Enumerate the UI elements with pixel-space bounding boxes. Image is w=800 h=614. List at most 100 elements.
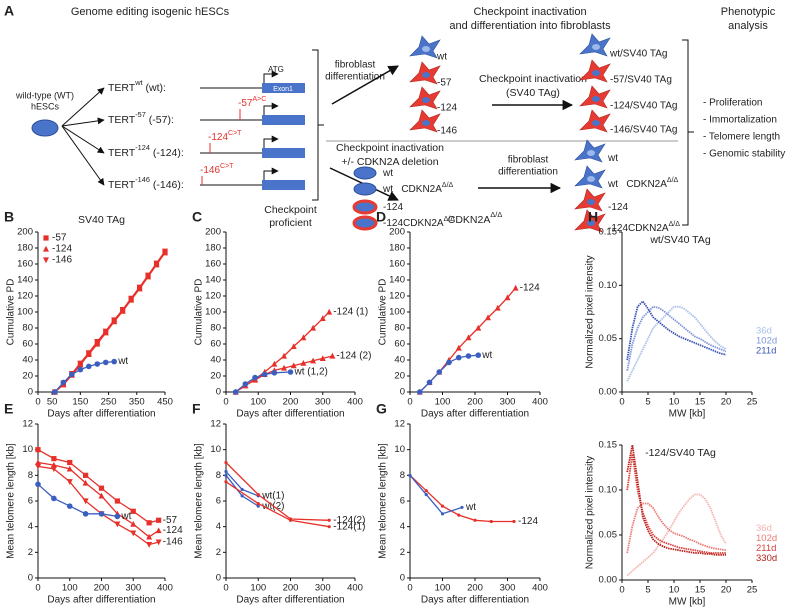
y-tick-label: 4	[28, 521, 33, 532]
x-tick-label: 450	[157, 397, 173, 408]
superscript: A>C	[252, 96, 266, 103]
label: Exon1	[273, 86, 293, 93]
legend-marker	[43, 245, 49, 252]
y-tick-label: 20	[210, 371, 221, 382]
y-tick-label: 160	[389, 259, 405, 270]
marker	[98, 511, 105, 517]
x-tick-label: 0	[35, 397, 40, 408]
series-line	[409, 474, 463, 515]
text-part: -124	[208, 132, 228, 143]
legend-label: 102d	[756, 336, 777, 347]
label: wt	[607, 153, 618, 164]
x-tick-label: 0	[619, 397, 624, 408]
legend-label: 211d	[756, 543, 776, 554]
label: - Immortalization	[703, 115, 777, 126]
y-tick-label: 0.00	[599, 575, 618, 586]
series-label: -124	[163, 525, 183, 536]
legend-label: -124	[52, 244, 72, 255]
x-tick-label: 20	[721, 585, 732, 596]
label: wild-type (WT)	[15, 90, 74, 100]
marker	[156, 517, 162, 523]
y-tick-label: 200	[389, 227, 405, 238]
series-line	[409, 474, 514, 523]
marker	[77, 366, 84, 373]
series-line	[626, 305, 727, 382]
text-part: TERT	[108, 179, 136, 191]
marker	[300, 360, 307, 366]
series-label: wt(1)	[261, 491, 284, 502]
x-tick-label: 300	[315, 397, 331, 408]
y-tick-label: 0.10	[599, 280, 618, 291]
marker	[102, 328, 109, 335]
text-part: (-57):	[146, 114, 174, 126]
y-tick-label: 80	[210, 323, 221, 334]
promoter-arrow	[263, 102, 279, 115]
series-line	[626, 502, 727, 554]
series-label: wt	[120, 511, 131, 522]
y-tick-label: 6	[28, 496, 33, 507]
marker	[35, 447, 41, 453]
marker	[256, 492, 260, 497]
text-part: -124CDKN2A	[608, 223, 669, 234]
text-part: TERT	[108, 147, 136, 159]
x-tick-label: 200	[283, 583, 299, 594]
header: Phenotypic	[721, 6, 776, 18]
label: - Proliferation	[703, 98, 762, 109]
x-axis-label: MW [kb]	[669, 409, 706, 420]
marker	[83, 472, 89, 478]
label: wt CDKN2AΔ/Δ	[607, 177, 679, 189]
nucleus	[592, 96, 600, 102]
marker	[67, 459, 73, 466]
y-tick-label: 12	[210, 419, 221, 430]
nucleus	[422, 72, 430, 78]
marker	[489, 519, 493, 524]
label: differentiation	[498, 167, 558, 178]
y-tick-label: 140	[17, 275, 33, 286]
text-part: (-146):	[150, 179, 184, 191]
nucleus	[592, 70, 600, 76]
x-tick-label: 250	[101, 397, 117, 408]
text-part: (-124):	[150, 147, 184, 159]
series-label: wt	[117, 356, 128, 367]
marker	[145, 272, 152, 279]
marker	[82, 479, 89, 486]
marker	[326, 308, 333, 315]
series-line	[626, 493, 727, 577]
x-tick-label: 400	[532, 583, 548, 594]
marker	[66, 465, 73, 472]
bracket	[312, 49, 324, 201]
text-part: -146	[200, 165, 220, 176]
marker	[146, 542, 153, 548]
nucleus	[587, 199, 595, 205]
y-axis-label: Normalized pixel intensity	[585, 456, 596, 569]
chart-title: CDKN2AΔ/Δ	[448, 210, 503, 225]
y-tick-label: 60	[394, 339, 405, 350]
marker	[224, 473, 228, 477]
marker	[51, 456, 57, 462]
y-tick-label: 200	[17, 227, 33, 238]
panel-label: B	[4, 209, 14, 225]
x-tick-label: 400	[347, 397, 363, 408]
y-tick-label: 60	[210, 339, 221, 350]
x-axis-label: Days after differentiation	[236, 409, 344, 420]
promoter-arrow	[263, 70, 279, 83]
marker	[460, 505, 464, 510]
y-tick-label: 12	[22, 419, 33, 430]
series-label: -124	[518, 516, 538, 527]
x-tick-label: 300	[500, 583, 516, 594]
marker	[98, 485, 105, 491]
text-part: wt CDKN2A	[607, 179, 667, 190]
arrow	[61, 87, 105, 127]
label: fibroblast	[508, 155, 549, 166]
chart-subtitle: proficient	[269, 217, 312, 229]
y-tick-label: 0.05	[599, 333, 618, 344]
marker	[119, 307, 126, 313]
legend-label: 330d	[756, 553, 777, 564]
marker	[287, 369, 294, 375]
x-tick-label: 25	[747, 397, 758, 408]
y-tick-label: 120	[389, 291, 405, 302]
marker	[475, 324, 482, 331]
series-line	[626, 305, 727, 371]
series-label: wt	[465, 502, 476, 513]
